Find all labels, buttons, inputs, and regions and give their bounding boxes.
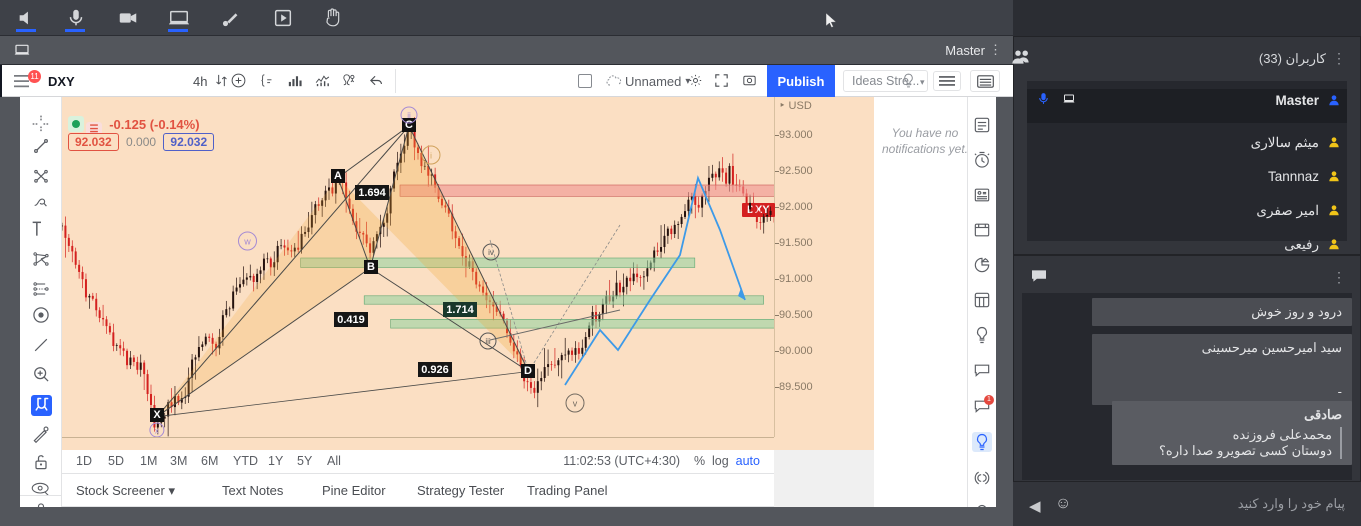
svg-text:D: D [524,365,532,377]
svg-text:B: B [367,261,375,273]
svg-text:i: i [430,152,432,161]
svg-text:v: v [573,399,578,409]
svg-text:X: X [153,409,161,421]
svg-text:x: x [155,427,159,436]
svg-text:ii: ii [407,111,411,120]
svg-text:iii: iii [485,337,491,346]
svg-text:1.714: 1.714 [446,304,474,316]
svg-text:0.419: 0.419 [337,314,365,326]
svg-text:A: A [334,170,342,182]
svg-text:w: w [243,237,251,247]
svg-text:iv: iv [488,248,494,257]
svg-text:1.694: 1.694 [358,187,386,199]
svg-text:0.926: 0.926 [421,364,449,376]
svg-text:C: C [405,119,413,131]
